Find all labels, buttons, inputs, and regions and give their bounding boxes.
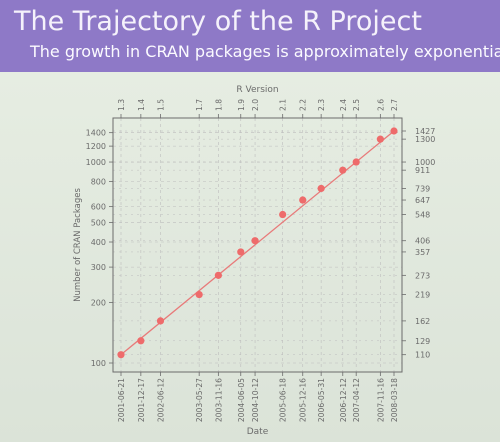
x-tick-label-date: 2001-06-21 xyxy=(117,378,126,422)
y-tick-label-right: 406 xyxy=(415,237,430,246)
y-tick-label-right: 110 xyxy=(415,351,430,360)
x-tick-label-date: 2004-06-05 xyxy=(237,378,246,422)
x-tick-label-date: 2006-05-31 xyxy=(317,378,326,422)
y-tick-label-right: 739 xyxy=(415,184,430,193)
x-tick-label-version: 2.1 xyxy=(279,99,288,111)
x-tick-label-version: 2.7 xyxy=(390,99,399,111)
x-tick-label-date: 2007-11-16 xyxy=(376,378,385,422)
x-tick-label-version: 1.3 xyxy=(117,99,126,111)
data-point xyxy=(279,210,287,219)
x-tick-label-date: 2001-12-17 xyxy=(137,378,146,422)
data-point xyxy=(299,196,307,204)
data-point xyxy=(137,337,145,345)
y-axis-label: Number of CRAN Packages xyxy=(73,188,83,302)
x-tick-label-version: 1.8 xyxy=(214,99,223,111)
data-point xyxy=(390,127,398,135)
y-tick-label-left: 1200 xyxy=(86,142,106,151)
x-tick-label-date: 2003-11-16 xyxy=(214,378,223,422)
x-axis-label: Date xyxy=(247,427,269,437)
y-tick-label-right: 1300 xyxy=(415,135,435,144)
y-tick-label-left: 800 xyxy=(91,178,106,187)
x-tick-label-date: 2007-04-12 xyxy=(352,378,361,422)
top-axis-label: R Version xyxy=(236,85,278,95)
y-tick-label-right: 1000 xyxy=(415,158,435,167)
slide-title: The Trajectory of the R Project xyxy=(14,6,422,37)
axes: 100 200 300 400 500 600 800 1000 1200 1400 110 2001… xyxy=(86,99,436,422)
x-tick-label-date: 2008-03-18 xyxy=(390,378,399,422)
data-point xyxy=(376,135,384,143)
data-point xyxy=(317,184,325,193)
grid-lines xyxy=(113,118,402,372)
y-tick-label-right: 357 xyxy=(415,248,430,257)
data-point xyxy=(195,290,203,299)
data-point xyxy=(251,237,259,245)
data-point xyxy=(156,317,165,325)
y-tick-label-right: 911 xyxy=(415,166,430,175)
x-tick-label-date: 2002-06-12 xyxy=(156,378,165,422)
slide-body xyxy=(0,72,500,442)
y-tick-label-right: 273 xyxy=(415,271,430,280)
y-tick-label-left: 400 xyxy=(91,238,106,247)
x-tick-label-version: 2.3 xyxy=(317,99,326,111)
y-tick-label-left: 300 xyxy=(91,263,106,272)
x-tick-label-version: 2.4 xyxy=(339,99,348,111)
slide-subtitle: The growth in CRAN packages is approxima… xyxy=(30,42,500,61)
slide-header: The Trajectory of the R Project The grow… xyxy=(0,0,500,72)
y-tick-label-right: 548 xyxy=(415,211,430,220)
x-tick-label-version: 1.7 xyxy=(195,99,204,111)
data-point xyxy=(214,271,222,279)
y-tick-label-right: 162 xyxy=(415,317,430,326)
x-tick-label-version: 1.4 xyxy=(137,99,146,111)
x-tick-label-date: 2006-12-12 xyxy=(339,378,348,422)
y-tick-label-left: 1400 xyxy=(86,129,106,138)
data-points xyxy=(117,127,398,359)
data-point xyxy=(117,351,125,359)
x-tick-label-version: 2.2 xyxy=(299,99,308,111)
y-tick-label-right: 1427 xyxy=(415,127,435,136)
y-tick-label-left: 200 xyxy=(91,299,106,308)
y-tick-label-right: 647 xyxy=(415,196,430,205)
x-tick-label-date: 2003-05-27 xyxy=(195,378,204,422)
x-tick-label-version: 1.9 xyxy=(237,99,246,111)
y-tick-label-left: 600 xyxy=(91,203,106,212)
x-tick-label-date: 2005-12-16 xyxy=(299,378,308,422)
x-tick-label-date: 2005-06-18 xyxy=(279,378,288,422)
x-tick-label-version: 2.5 xyxy=(352,99,361,111)
x-tick-label-version: 1.5 xyxy=(156,99,165,111)
y-tick-label-left: 500 xyxy=(91,219,106,228)
y-tick-label-left: 1000 xyxy=(86,158,106,167)
y-tick-label-left: 100 xyxy=(91,359,106,368)
data-point xyxy=(352,158,360,166)
y-tick-label-right: 129 xyxy=(415,337,430,346)
plot-frame xyxy=(112,117,403,373)
x-tick-label-date: 2004-10-12 xyxy=(251,378,260,422)
data-point xyxy=(339,166,347,174)
data-point xyxy=(237,248,245,256)
x-tick-label-version: 2.6 xyxy=(376,99,385,111)
x-tick-label-version: 2.0 xyxy=(251,99,260,111)
y-tick-label-right: 219 xyxy=(415,291,430,300)
